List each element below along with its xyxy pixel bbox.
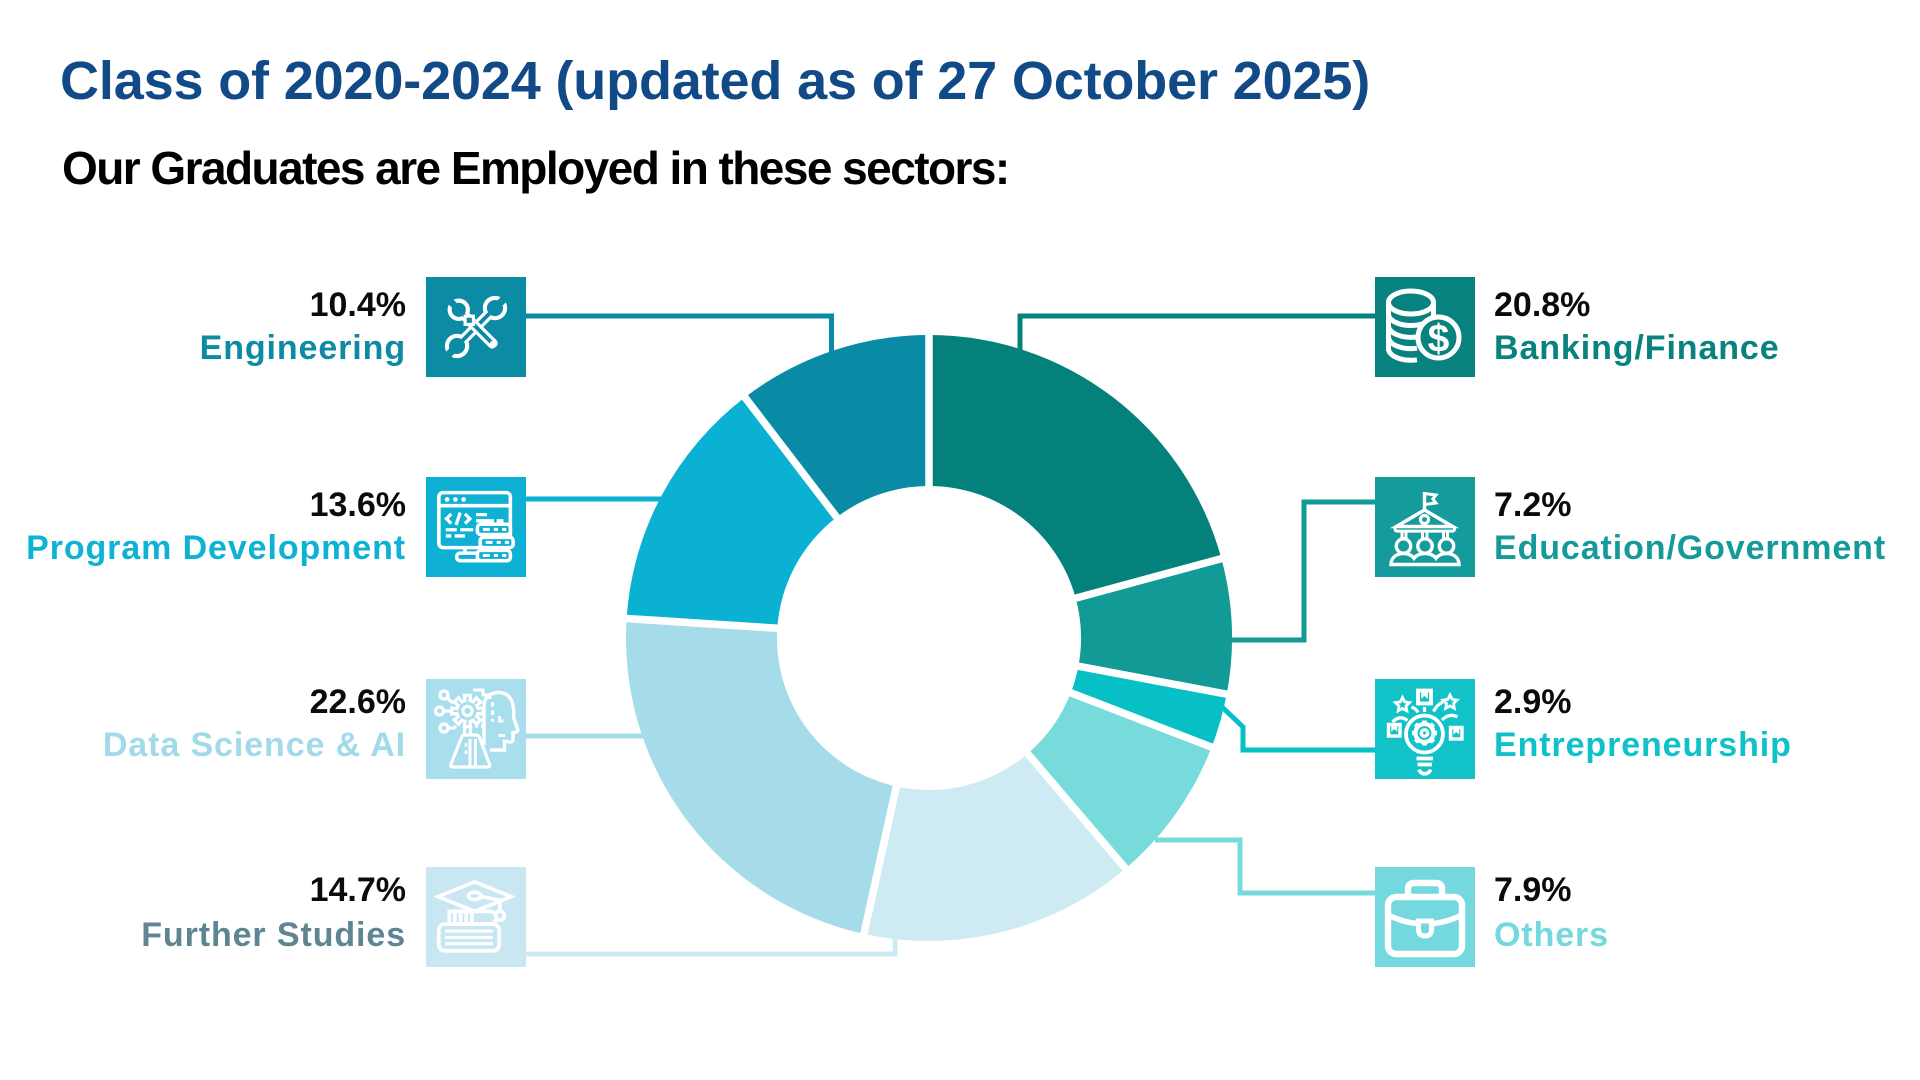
svg-text:$: $ <box>1428 318 1450 361</box>
